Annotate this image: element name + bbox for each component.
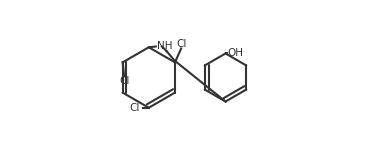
Text: Cl: Cl bbox=[130, 103, 140, 113]
Text: Cl: Cl bbox=[177, 39, 187, 49]
Text: Cl: Cl bbox=[119, 76, 129, 86]
Text: OH: OH bbox=[227, 49, 243, 58]
Text: NH: NH bbox=[157, 42, 173, 51]
